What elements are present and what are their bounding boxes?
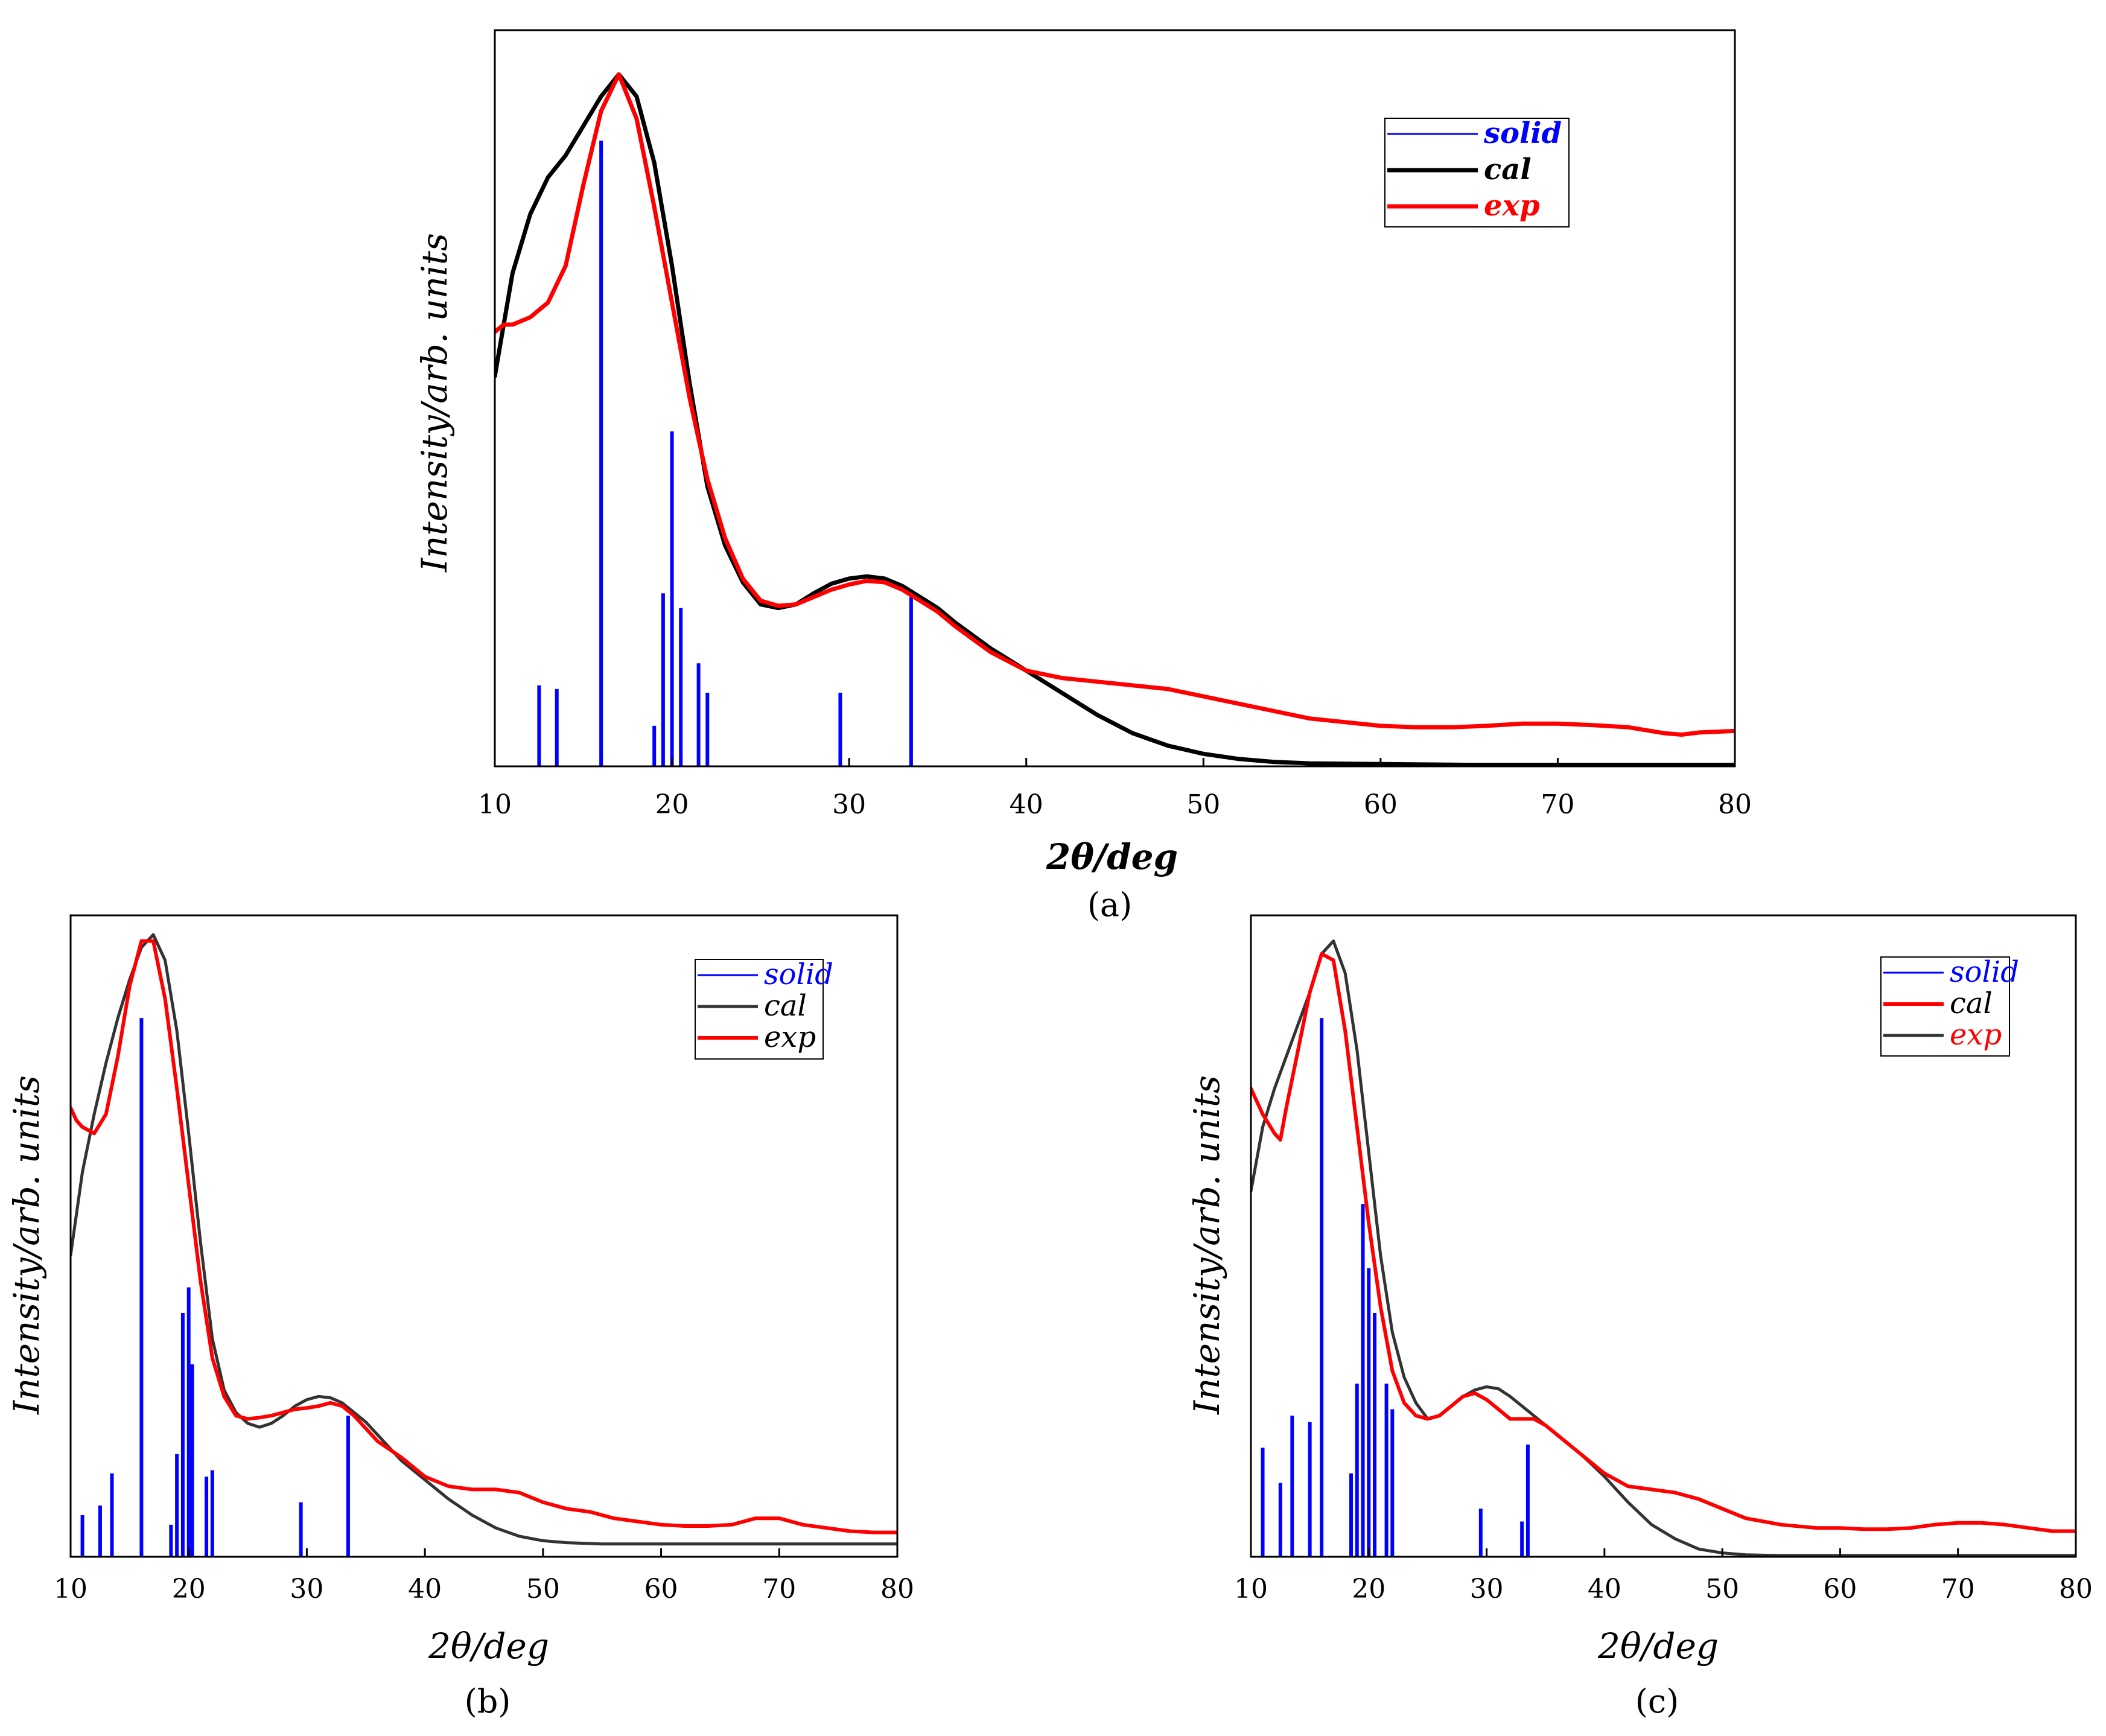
x-tick-label: 50 <box>1186 789 1220 820</box>
x-tick-label: 20 <box>172 1574 206 1604</box>
x-tick-label: 20 <box>655 789 689 820</box>
legend-box <box>1384 118 1570 227</box>
exp-curve <box>495 72 1735 737</box>
panel-b-plot-area <box>69 914 899 1558</box>
x-tick-label: 60 <box>1823 1574 1857 1604</box>
x-tick-label: 20 <box>1352 1574 1385 1604</box>
x-tick-label: 40 <box>1588 1574 1621 1604</box>
x-tick-label: 70 <box>1941 1574 1975 1604</box>
x-tick-label: 10 <box>54 1574 87 1604</box>
solid-sticks <box>1261 1018 1530 1557</box>
exp-curve <box>71 939 897 1534</box>
panel-a-x-ticks: 10 20 30 40 50 60 70 80 <box>478 758 1752 820</box>
exp-legend-label: exp <box>764 1020 816 1054</box>
panel-c-x-ticks: 10 20 30 40 50 60 70 80 <box>1234 1548 2093 1604</box>
panel-b-x-axis-title: 2θ/deg <box>428 1626 549 1667</box>
x-tick-label: 40 <box>1010 789 1043 820</box>
x-tick-label: 80 <box>2059 1574 2093 1604</box>
x-tick-label: 30 <box>832 789 866 820</box>
cal-legend-label: cal <box>764 989 807 1023</box>
x-tick-label: 30 <box>1470 1574 1504 1604</box>
panel-a-x-axis-title: 2θ/deg <box>1046 836 1178 877</box>
panel-a-y-axis-title: Intensity/arb. units <box>414 233 455 573</box>
panel-c-x-axis-title: 2θ/deg <box>1597 1626 1719 1667</box>
panel-c-caption: (c) <box>1635 1682 1679 1720</box>
x-tick-label: 80 <box>880 1574 914 1604</box>
panel-b-y-axis-title: Intensity/arb. units <box>6 1075 47 1415</box>
x-tick-label: 30 <box>290 1574 323 1604</box>
panel-b-caption: (b) <box>465 1682 511 1720</box>
x-tick-label: 70 <box>762 1574 796 1604</box>
plot-frame <box>494 29 1736 768</box>
solid-sticks <box>80 1018 350 1557</box>
panel-c-y-axis-title: Intensity/arb. units <box>1186 1075 1227 1415</box>
exp-legend-label: exp <box>1484 189 1540 223</box>
solid-sticks <box>537 141 913 766</box>
x-tick-label: 60 <box>1364 789 1398 820</box>
x-tick-label: 10 <box>1234 1574 1268 1604</box>
x-tick-label: 80 <box>1718 789 1752 820</box>
plot-frame <box>1250 914 2077 1558</box>
x-tick-label: 70 <box>1541 789 1574 820</box>
solid-legend-label: solid <box>764 958 833 991</box>
x-tick-label: 10 <box>478 789 512 820</box>
panel-c-plot-area <box>1250 914 2077 1558</box>
solid-legend-label: solid <box>1483 116 1562 150</box>
x-tick-label: 60 <box>644 1574 678 1604</box>
x-tick-label: 40 <box>408 1574 442 1604</box>
solid-legend-label: solid <box>1950 955 2019 989</box>
exp-curve <box>1251 940 2076 1557</box>
exp-legend-label: exp <box>1950 1018 2002 1052</box>
cal-curve <box>1251 952 2076 1533</box>
panel-a-plot-area <box>494 29 1736 768</box>
cal-legend-label: cal <box>1484 153 1532 186</box>
plot-frame <box>69 914 899 1558</box>
cal-legend-label: cal <box>1950 987 1993 1020</box>
panel-a-caption: (a) <box>1087 886 1132 924</box>
x-tick-label: 50 <box>1705 1574 1739 1604</box>
cal-curve <box>71 933 897 1546</box>
panel-b-x-ticks: 10 20 30 40 50 60 70 80 <box>54 1548 914 1604</box>
x-tick-label: 50 <box>526 1574 560 1604</box>
